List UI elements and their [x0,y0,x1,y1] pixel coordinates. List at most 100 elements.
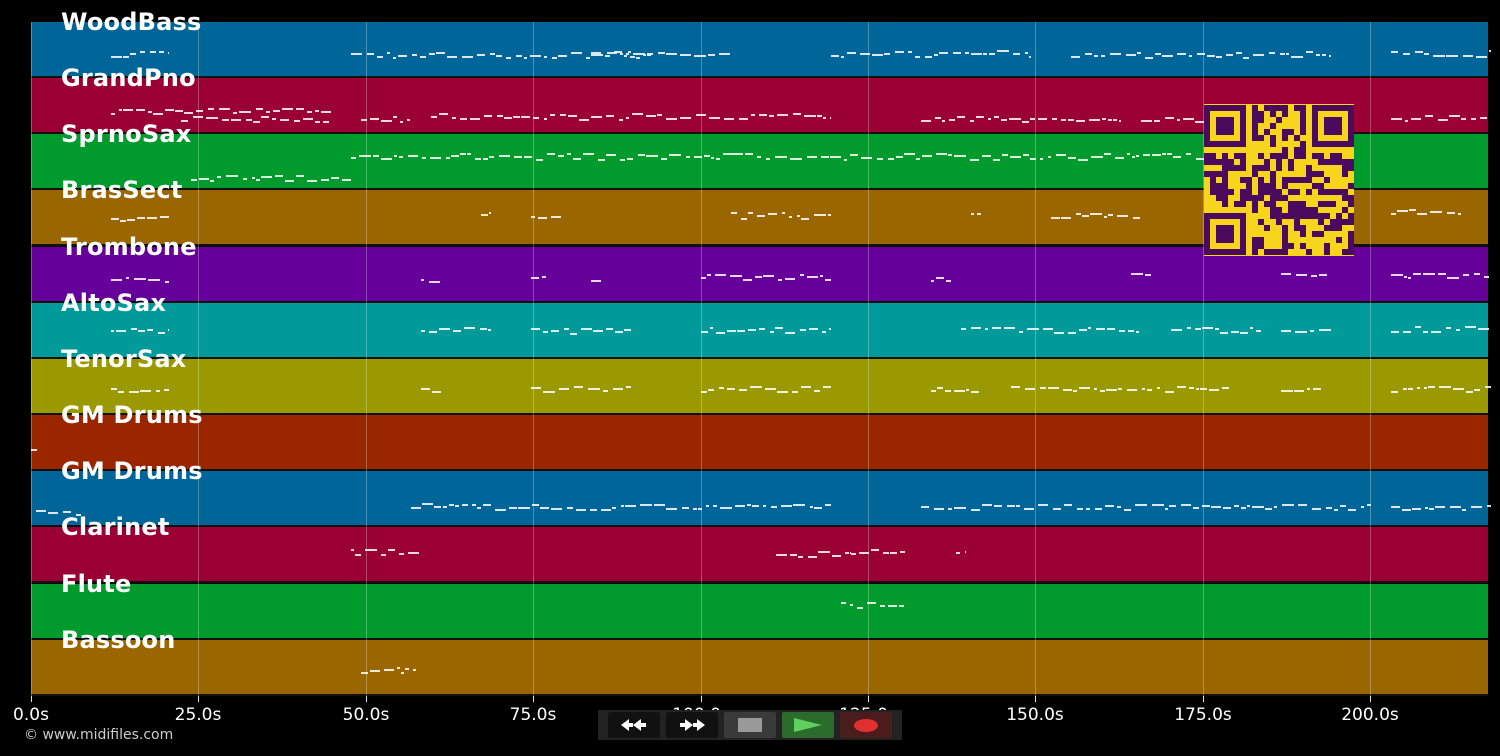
midi-note [899,605,904,608]
rewind-button[interactable] [608,712,660,738]
midi-note [1265,507,1272,510]
axis-tick [701,696,702,702]
midi-note [36,510,46,513]
midi-note [1030,158,1036,161]
midi-note [739,117,748,120]
midi-note [388,548,395,551]
midi-note [785,277,795,280]
track-lane[interactable]: TenorSax [31,345,1491,415]
midi-note [1107,328,1115,331]
midi-note [1216,56,1222,59]
midi-note [1117,506,1121,509]
midi-note [883,552,889,555]
midi-note [970,158,979,161]
track-lane[interactable]: GM Drums [31,401,1488,472]
midi-note [1106,389,1117,392]
midi-note [1126,53,1136,56]
midi-note [1476,56,1487,59]
midi-note [948,154,952,157]
midi-note [1131,273,1143,276]
midi-note [1068,331,1076,334]
midi-note [222,119,229,122]
midi-note [606,115,614,118]
midi-note [401,671,404,674]
midi-note [1119,120,1121,123]
track-lane[interactable]: Bassoon [31,626,1488,696]
midi-note [231,119,241,121]
midi-note [586,57,590,60]
midi-note [715,273,726,276]
track-lane[interactable]: WoodBass [31,8,1491,78]
midi-note [614,51,622,54]
midi-note [845,552,849,555]
midi-note [949,118,955,121]
midi-note [1200,388,1207,391]
midi-note [1280,52,1285,55]
midi-note [1402,509,1411,512]
midi-note [888,158,894,161]
note-area [31,471,1491,525]
midi-note [821,156,829,159]
stop-button[interactable] [724,712,776,738]
midi-note [496,55,502,58]
midi-note [355,554,361,557]
track-lane[interactable]: Clarinet [31,513,1488,584]
midi-note [888,605,897,607]
midi-note [579,118,589,121]
midi-note [531,276,539,279]
midi-note [111,279,122,282]
midi-note [921,119,931,122]
midi-note [256,107,263,110]
midi-note [574,385,583,388]
midi-note [412,53,417,56]
midi-note [607,51,617,54]
midi-note [704,155,710,158]
midi-note [307,111,312,114]
midi-note [748,211,753,214]
track-lane[interactable]: Flute [31,570,1488,640]
midi-note [551,330,559,333]
axis-tick [1035,696,1036,702]
axis-tick [1203,696,1204,702]
midi-note [1136,155,1139,158]
midi-note [771,505,777,508]
axis-tick-label: 0.0s [13,705,49,725]
midi-note [988,117,991,120]
midi-note [367,52,374,55]
midi-note [620,158,625,161]
midi-note [1234,504,1239,507]
play-button[interactable] [782,712,834,738]
midi-note [1013,53,1020,56]
midi-note [1409,209,1416,212]
midi-note [612,507,616,510]
midi-note [1167,152,1172,155]
midi-note [488,329,491,332]
record-button[interactable] [840,712,892,738]
midi-note [1127,153,1130,156]
midi-note [1408,276,1411,279]
midi-note [1211,506,1221,509]
midi-note [393,57,396,60]
midi-note [1306,51,1313,54]
midi-note [76,513,81,516]
midi-note [407,119,410,122]
midi-note [1023,154,1029,157]
track-lane[interactable]: AltoSax [31,289,1489,359]
midi-note [193,116,203,119]
midi-note [954,507,966,510]
midi-note [516,54,522,57]
midi-note [752,505,759,507]
midi-note [164,388,169,391]
midi-note [1152,154,1161,157]
midi-note [1068,156,1076,159]
fast-forward-button[interactable] [666,712,718,738]
midi-note [1147,388,1152,391]
midi-note [530,54,541,57]
midi-note [1438,273,1446,276]
midi-note [800,329,806,332]
midi-note [820,274,823,277]
midi-note [137,216,145,219]
track-lane[interactable]: GM Drums [31,457,1491,528]
midi-note [138,330,145,333]
midi-note [1367,504,1371,507]
